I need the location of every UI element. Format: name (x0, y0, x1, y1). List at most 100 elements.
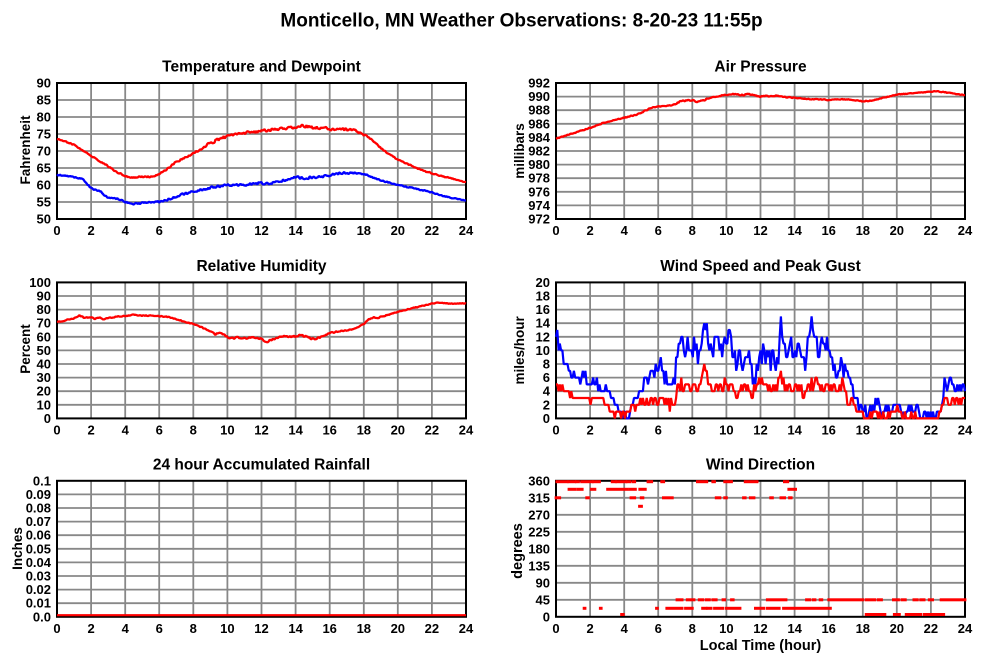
svg-text:14: 14 (787, 621, 802, 636)
svg-text:60: 60 (37, 178, 51, 193)
svg-text:14: 14 (536, 316, 551, 331)
svg-text:0.08: 0.08 (26, 501, 51, 516)
svg-text:20: 20 (37, 384, 51, 399)
svg-text:12: 12 (753, 621, 767, 636)
svg-text:6: 6 (655, 621, 662, 636)
svg-text:18: 18 (856, 223, 870, 238)
svg-text:Monticello, MN Weather Observa: Monticello, MN Weather Observations: 8-2… (280, 10, 762, 31)
svg-text:8: 8 (190, 621, 197, 636)
svg-text:75: 75 (37, 127, 51, 142)
svg-text:20: 20 (536, 275, 550, 290)
svg-text:984: 984 (528, 130, 550, 145)
svg-text:978: 978 (528, 171, 550, 186)
svg-text:0.0: 0.0 (33, 609, 51, 624)
svg-text:14: 14 (787, 223, 802, 238)
svg-text:miles/hour: miles/hour (512, 316, 527, 385)
svg-text:10: 10 (37, 397, 51, 412)
svg-text:12: 12 (254, 621, 268, 636)
svg-text:20: 20 (391, 223, 405, 238)
svg-text:988: 988 (528, 103, 550, 118)
svg-text:4: 4 (122, 422, 130, 437)
svg-text:0: 0 (44, 411, 51, 426)
svg-text:0.06: 0.06 (26, 528, 51, 543)
svg-text:982: 982 (528, 144, 550, 159)
svg-text:270: 270 (528, 507, 550, 522)
svg-text:0.01: 0.01 (26, 596, 51, 611)
svg-text:4: 4 (543, 384, 551, 399)
svg-text:24: 24 (459, 223, 474, 238)
svg-text:30: 30 (37, 370, 51, 385)
svg-text:986: 986 (528, 116, 550, 131)
svg-text:55: 55 (37, 195, 51, 210)
svg-text:24: 24 (958, 422, 973, 437)
svg-text:20: 20 (890, 422, 904, 437)
svg-text:Percent: Percent (18, 324, 33, 374)
svg-text:18: 18 (357, 422, 371, 437)
svg-text:0.02: 0.02 (26, 582, 51, 597)
svg-text:360: 360 (528, 473, 550, 488)
svg-text:24: 24 (958, 223, 973, 238)
svg-text:135: 135 (528, 558, 550, 573)
svg-text:Air Pressure: Air Pressure (714, 59, 807, 76)
svg-text:14: 14 (288, 223, 303, 238)
svg-text:14: 14 (288, 422, 303, 437)
svg-text:0: 0 (552, 223, 559, 238)
svg-text:972: 972 (528, 212, 550, 227)
svg-text:0.1: 0.1 (33, 473, 51, 488)
svg-text:0.03: 0.03 (26, 569, 51, 584)
svg-text:45: 45 (536, 592, 550, 607)
svg-text:12: 12 (536, 329, 550, 344)
svg-text:90: 90 (37, 76, 51, 91)
svg-text:millibars: millibars (512, 123, 527, 179)
svg-text:Fahrenheit: Fahrenheit (18, 115, 33, 185)
svg-text:16: 16 (821, 422, 835, 437)
svg-text:12: 12 (753, 422, 767, 437)
svg-text:Temperature and Dewpoint: Temperature and Dewpoint (162, 59, 361, 76)
svg-text:40: 40 (37, 357, 51, 372)
svg-text:12: 12 (753, 223, 767, 238)
svg-text:Relative Humidity: Relative Humidity (196, 258, 326, 275)
svg-text:100: 100 (29, 275, 51, 290)
svg-text:18: 18 (856, 621, 870, 636)
svg-text:8: 8 (190, 223, 197, 238)
svg-text:980: 980 (528, 157, 550, 172)
svg-text:2: 2 (586, 621, 593, 636)
svg-text:70: 70 (37, 316, 51, 331)
svg-text:14: 14 (288, 621, 303, 636)
svg-text:18: 18 (856, 422, 870, 437)
svg-text:18: 18 (536, 289, 550, 304)
svg-text:Wind Direction: Wind Direction (706, 456, 815, 473)
svg-text:80: 80 (37, 302, 51, 317)
svg-text:4: 4 (621, 223, 629, 238)
svg-text:990: 990 (528, 89, 550, 104)
svg-text:14: 14 (787, 422, 802, 437)
svg-text:10: 10 (536, 343, 550, 358)
svg-text:0.05: 0.05 (26, 541, 51, 556)
svg-text:70: 70 (37, 144, 51, 159)
svg-text:65: 65 (37, 161, 51, 176)
svg-text:16: 16 (322, 422, 336, 437)
svg-text:22: 22 (924, 422, 938, 437)
svg-text:22: 22 (425, 422, 439, 437)
svg-text:22: 22 (425, 223, 439, 238)
svg-text:4: 4 (122, 621, 130, 636)
svg-text:16: 16 (536, 302, 550, 317)
svg-text:8: 8 (543, 357, 550, 372)
svg-text:6: 6 (156, 223, 163, 238)
svg-text:0.09: 0.09 (26, 487, 51, 502)
svg-text:90: 90 (536, 575, 550, 590)
svg-text:18: 18 (357, 621, 371, 636)
svg-text:992: 992 (528, 76, 550, 91)
svg-text:225: 225 (528, 524, 550, 539)
svg-text:976: 976 (528, 184, 550, 199)
svg-text:4: 4 (122, 223, 130, 238)
svg-text:315: 315 (528, 490, 550, 505)
svg-text:20: 20 (890, 223, 904, 238)
svg-text:90: 90 (37, 289, 51, 304)
svg-text:180: 180 (528, 541, 550, 556)
svg-text:18: 18 (357, 223, 371, 238)
svg-text:10: 10 (719, 621, 733, 636)
svg-text:60: 60 (37, 329, 51, 344)
svg-text:16: 16 (821, 621, 835, 636)
svg-text:12: 12 (254, 422, 268, 437)
